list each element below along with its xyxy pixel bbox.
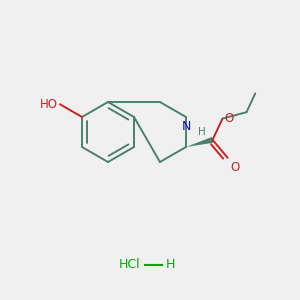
Text: H: H [198, 127, 206, 137]
Text: O: O [224, 112, 234, 125]
Text: N: N [181, 120, 190, 133]
Text: O: O [231, 161, 240, 174]
Text: HO: HO [40, 98, 58, 111]
Text: H: H [166, 259, 175, 272]
Text: HCl: HCl [119, 259, 141, 272]
Polygon shape [186, 137, 213, 147]
